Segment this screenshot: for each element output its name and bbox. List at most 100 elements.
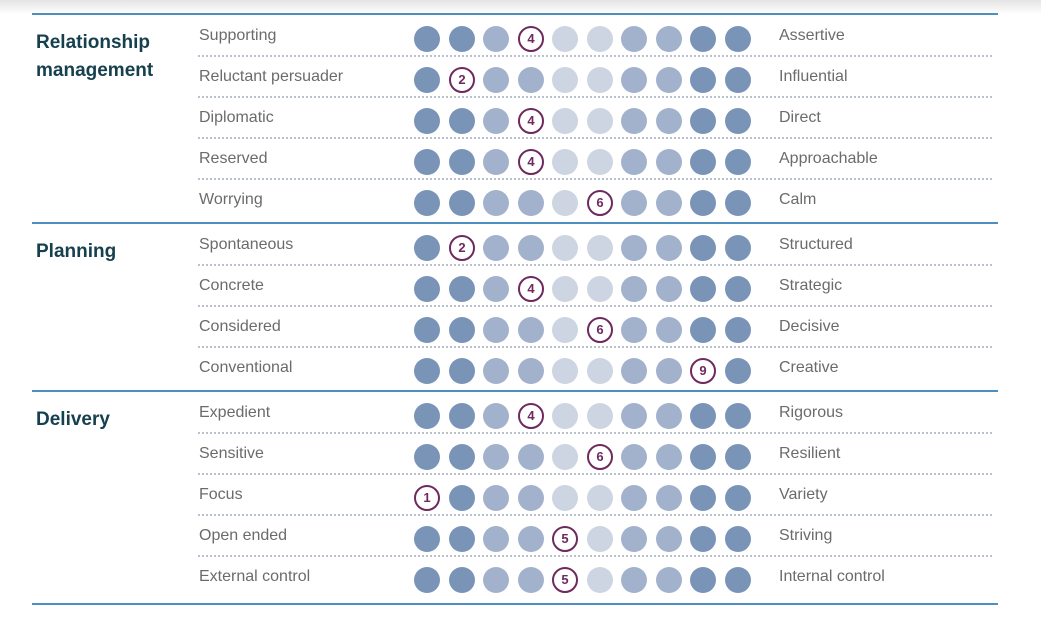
scale-dot [690, 26, 716, 52]
scale-dot [552, 149, 578, 175]
scale-dot [483, 403, 509, 429]
scale-dot [725, 567, 751, 593]
scale-dot [725, 276, 751, 302]
scale-dot [690, 567, 716, 593]
scale-dot [414, 358, 440, 384]
scale-dot [656, 26, 682, 52]
scale-dot [621, 108, 647, 134]
right-trait-label: Approachable [779, 150, 878, 167]
score-marker: 6 [587, 444, 613, 470]
scale-dot [690, 485, 716, 511]
scale-dot [656, 444, 682, 470]
score-marker: 4 [518, 276, 544, 302]
scale-dot [621, 190, 647, 216]
left-trait-label: Reluctant persuader [199, 68, 344, 85]
scale-row: Expedient 4 Rigorous [0, 392, 1041, 434]
scale-dot [483, 67, 509, 93]
scale-dot [587, 403, 613, 429]
score-marker: 1 [414, 485, 440, 511]
scale-dot [414, 444, 440, 470]
scale-dot [725, 149, 751, 175]
scale-dot [552, 108, 578, 134]
score-marker: 2 [449, 67, 475, 93]
scale-dot [725, 526, 751, 552]
scale-dot [552, 403, 578, 429]
scale-row: Worrying 6 Calm [0, 179, 1041, 220]
scale-dot [552, 358, 578, 384]
left-trait-label: Expedient [199, 404, 271, 421]
scale-dot [518, 485, 544, 511]
scale-dot [552, 444, 578, 470]
score-marker: 5 [552, 526, 578, 552]
scale-dot [449, 526, 475, 552]
scale-dot [414, 567, 440, 593]
score-marker: 6 [587, 190, 613, 216]
right-trait-label: Rigorous [779, 404, 844, 421]
score-marker: 4 [518, 403, 544, 429]
scale-row: Sensitive 6 Resilient [0, 433, 1041, 475]
row-separator [198, 555, 992, 557]
right-trait-label: Structured [779, 236, 853, 253]
scale-dot [656, 567, 682, 593]
scale-dot [483, 235, 509, 261]
scale-dot [483, 108, 509, 134]
scale-dot [414, 235, 440, 261]
right-trait-label: Resilient [779, 445, 841, 462]
scale-row: External control 5 Internal control [0, 556, 1041, 597]
scale-dot [414, 26, 440, 52]
scale-dot [518, 358, 544, 384]
left-trait-label: Focus [199, 486, 243, 503]
left-trait-label: Spontaneous [199, 236, 294, 253]
score-marker: 4 [518, 26, 544, 52]
scale-dot [483, 526, 509, 552]
right-trait-label: Variety [779, 486, 828, 503]
scale-dot [587, 108, 613, 134]
scale-dot [449, 358, 475, 384]
row-separator [198, 178, 992, 180]
scale-dot [725, 190, 751, 216]
section-divider [32, 222, 998, 224]
scale-dot [483, 317, 509, 343]
row-separator [198, 346, 992, 348]
scale-dot [414, 190, 440, 216]
scale-dot [690, 190, 716, 216]
left-trait-label: Sensitive [199, 445, 264, 462]
scale-dot [414, 108, 440, 134]
scale-dot [414, 403, 440, 429]
scale-dot [414, 67, 440, 93]
scale-dot [483, 444, 509, 470]
right-trait-label: Calm [779, 191, 817, 208]
scale-dot [656, 190, 682, 216]
scale-dot [690, 526, 716, 552]
scale-dot [725, 444, 751, 470]
right-trait-label: Strategic [779, 277, 843, 294]
score-marker: 5 [552, 567, 578, 593]
section-divider [32, 390, 998, 392]
score-marker: 9 [690, 358, 716, 384]
row-separator [198, 137, 992, 139]
scale-dot [656, 235, 682, 261]
scale-dot [552, 190, 578, 216]
scale-dot [587, 567, 613, 593]
scale-dot [725, 26, 751, 52]
left-trait-label: Conventional [199, 359, 293, 376]
right-trait-label: Decisive [779, 318, 840, 335]
scale-dot [449, 190, 475, 216]
bottom-rule [32, 603, 998, 605]
scale-dot [587, 485, 613, 511]
section-title: Relationship management [36, 32, 154, 81]
right-trait-label: Influential [779, 68, 848, 85]
scale-row: Concrete 4 Strategic [0, 265, 1041, 307]
scale-dot [725, 358, 751, 384]
scale-dot [449, 108, 475, 134]
scale-dot [690, 67, 716, 93]
scale-dot [621, 485, 647, 511]
scale-dot [483, 276, 509, 302]
scale-dot [725, 67, 751, 93]
scale-dot [621, 276, 647, 302]
scale-dot [414, 526, 440, 552]
scale-row: Open ended 5 Striving [0, 515, 1041, 557]
scale-dot [449, 26, 475, 52]
scale-dot [552, 485, 578, 511]
scale-row: Supporting 4 Assertive [0, 15, 1041, 57]
